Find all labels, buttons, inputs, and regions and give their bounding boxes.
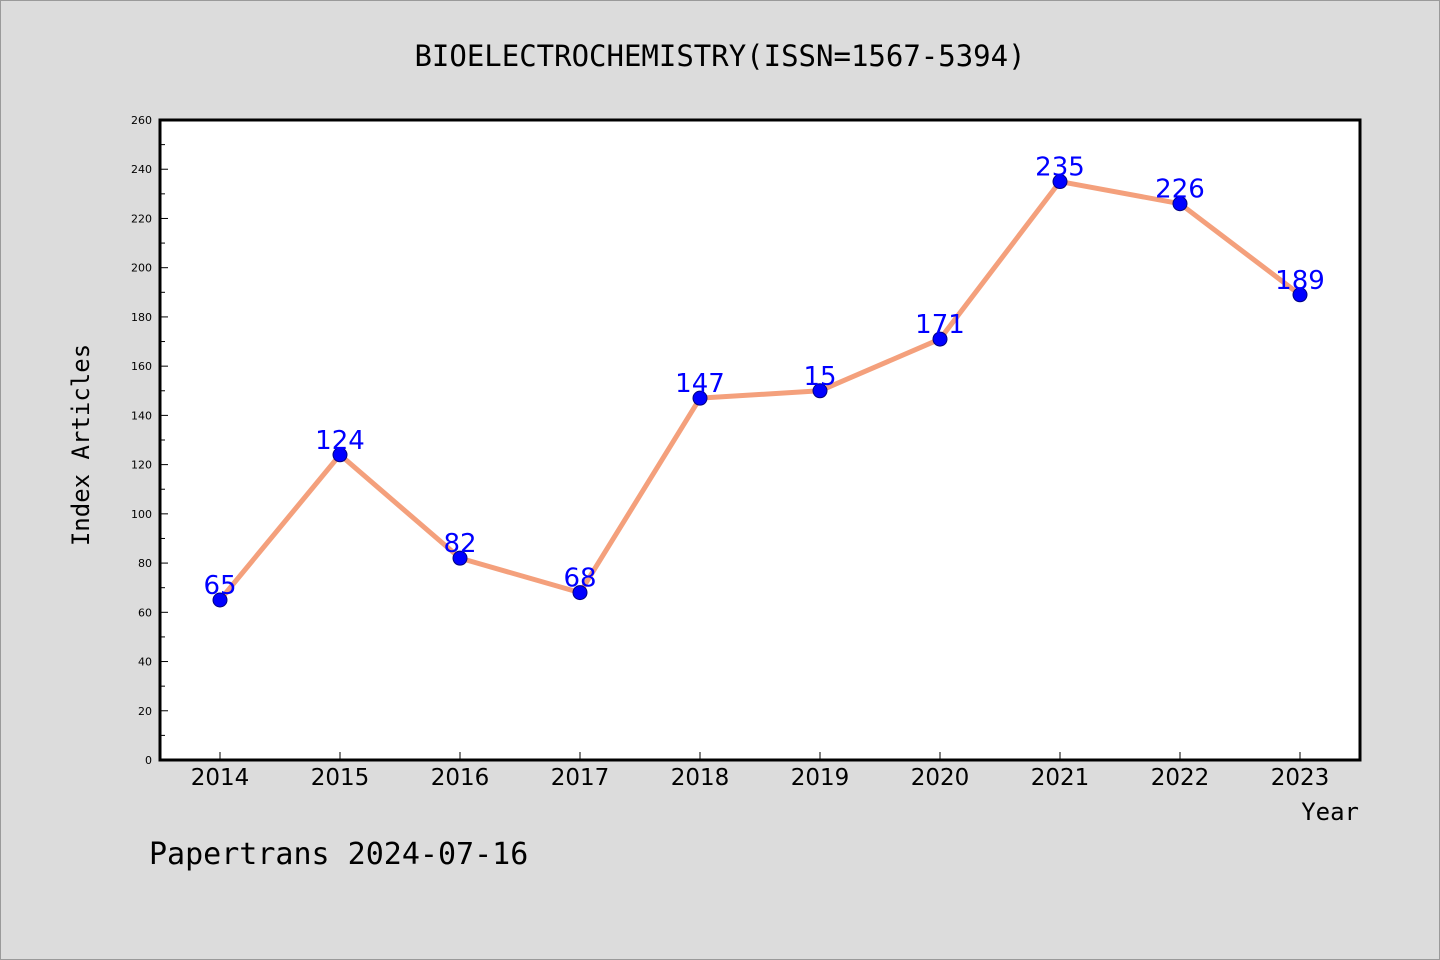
x-tick-label: 2018: [671, 765, 730, 791]
data-point: [932, 331, 948, 347]
y-tick-label: 240: [131, 163, 152, 176]
data-label: 124: [315, 426, 365, 456]
data-point: [692, 390, 708, 406]
data-label: 171: [915, 310, 965, 340]
data-point: [332, 447, 348, 463]
series-line: [218, 179, 1302, 602]
data-point: [812, 383, 828, 399]
x-tick-label: 2019: [791, 765, 850, 791]
y-axis-ticks: 0 20 40 60 80 100 120 140 160 180 200 220 240 260: [131, 114, 168, 767]
plot-area: [160, 120, 1360, 760]
chart-title: BIOELECTROCHEMISTRY(ISSN=1567-5394): [414, 39, 1025, 73]
data-point: [572, 585, 588, 601]
y-tick-label: 60: [138, 606, 152, 619]
footer-watermark: Papertrans 2024-07-16: [149, 837, 528, 872]
x-tick-label: 2022: [1151, 765, 1210, 791]
y-tick-label: 200: [131, 262, 152, 275]
data-point: [1172, 196, 1188, 212]
y-tick-label: 0: [145, 754, 152, 767]
x-tick-label: 2023: [1271, 765, 1330, 791]
x-tick-label: 2016: [431, 765, 490, 791]
data-label: 65: [203, 571, 236, 601]
y-tick-label: 20: [138, 705, 152, 718]
y-tick-label: 160: [131, 360, 152, 373]
data-label: 68: [563, 564, 596, 594]
series-layer: 65 124 82 68 147 15 171 235 226 189: [203, 153, 1325, 608]
x-axis-ticks: 2014 2015 2016 2017 2018 2019 2020 2021 2022 2023: [191, 752, 1330, 791]
data-label: 189: [1275, 266, 1325, 296]
data-point: [452, 550, 468, 566]
y-tick-label: 120: [131, 459, 152, 472]
y-tick-label: 100: [131, 508, 152, 521]
data-point: [1292, 287, 1308, 303]
data-label: 82: [443, 529, 476, 559]
data-label: 235: [1035, 153, 1085, 183]
y-tick-label: 260: [131, 114, 152, 127]
x-tick-label: 2021: [1031, 765, 1090, 791]
y-tick-label: 80: [138, 557, 152, 570]
data-label: 15: [803, 362, 836, 392]
plot-border: [158, 118, 1362, 762]
y-axis-label: Index Articles: [67, 344, 95, 546]
data-label: 147: [675, 369, 725, 399]
x-tick-label: 2015: [311, 765, 370, 791]
data-point: [212, 592, 228, 608]
y-tick-label: 140: [131, 409, 152, 422]
x-tick-label: 2020: [911, 765, 970, 791]
y-tick-label: 180: [131, 311, 152, 324]
y-tick-label: 40: [138, 656, 152, 669]
x-axis-label: Year: [1301, 798, 1359, 826]
data-point: [1052, 174, 1068, 190]
data-label: 226: [1155, 175, 1205, 205]
y-tick-label: 220: [131, 212, 152, 225]
x-tick-label: 2014: [191, 765, 250, 791]
x-tick-label: 2017: [551, 765, 610, 791]
